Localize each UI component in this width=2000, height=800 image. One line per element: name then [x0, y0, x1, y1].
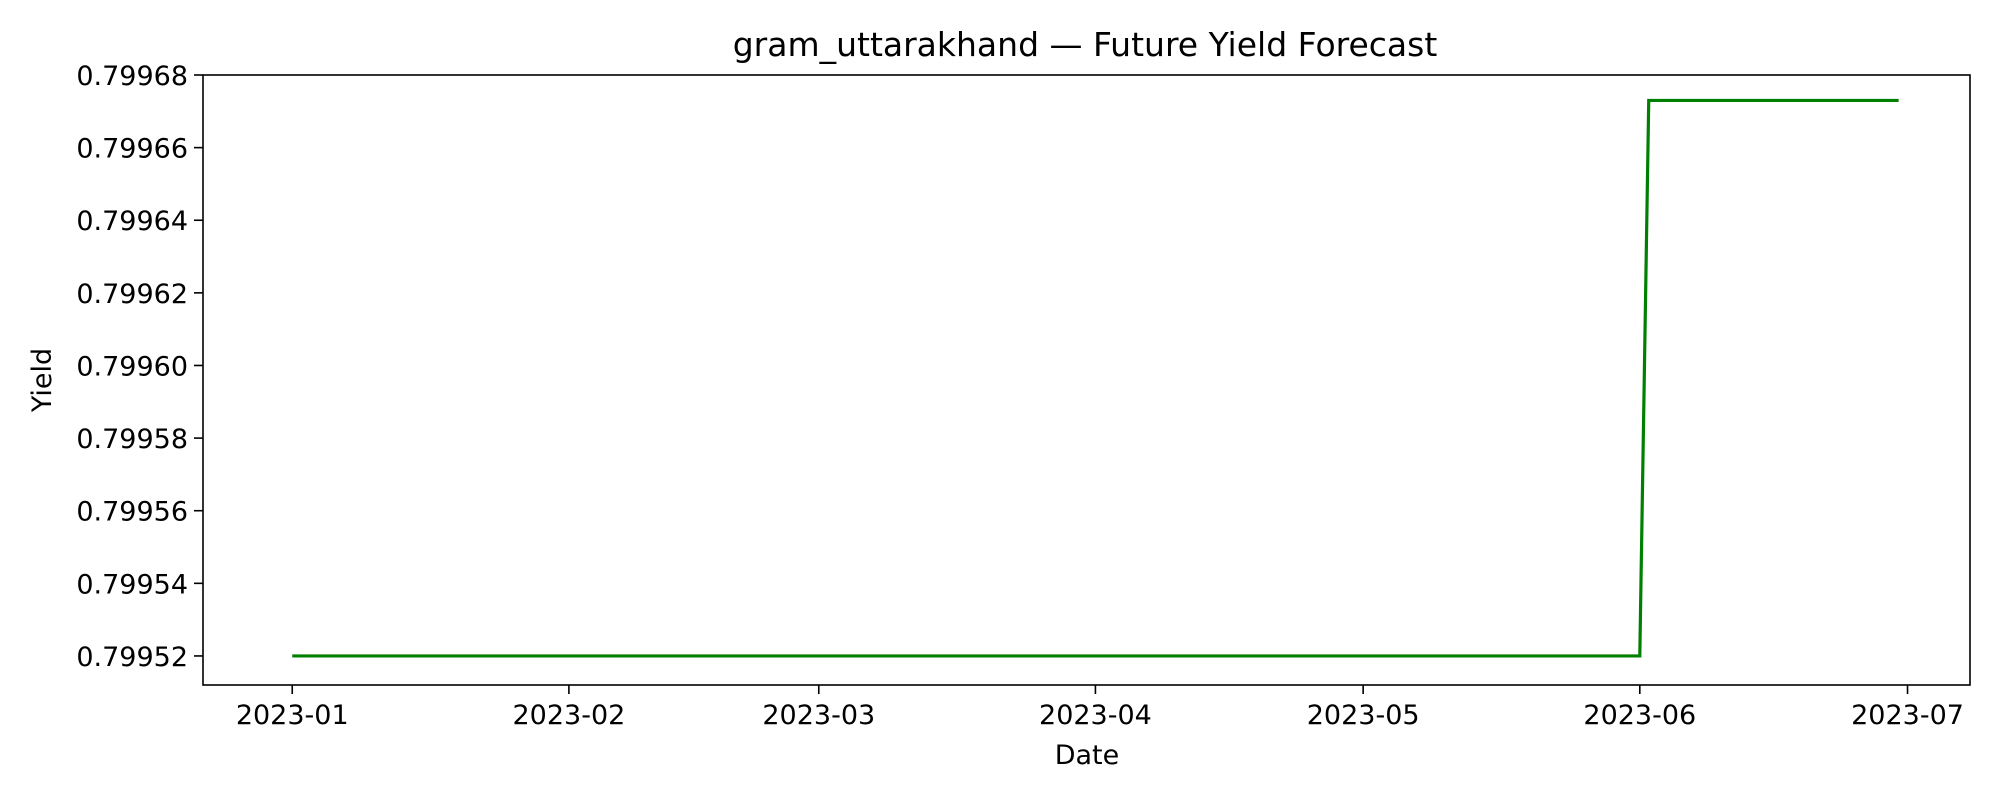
y-axis: 0.79952 0.79954 0.79956 0.79958 0.79960 0.799… [76, 61, 203, 673]
plot-area-frame [202, 74, 1971, 686]
y-tick-label: 0.79962 [76, 279, 188, 310]
x-axis-label: Date [1055, 740, 1120, 771]
x-tick-label: 2023-02 [512, 700, 625, 731]
x-tick-label: 2023-04 [1039, 700, 1152, 731]
y-tick-label: 0.79954 [76, 569, 188, 600]
series-line-0 [292, 98, 1899, 658]
y-tick-label: 0.79956 [76, 497, 188, 528]
y-tick-label: 0.79958 [76, 424, 188, 455]
y-axis-label: Yield [27, 348, 58, 413]
x-tick-label: 2023-01 [236, 700, 349, 731]
y-tick-label: 0.79952 [76, 642, 188, 673]
y-tick-label: 0.79968 [76, 61, 188, 92]
y-tick-label: 0.79960 [76, 351, 188, 382]
x-tick-label: 2023-03 [762, 700, 875, 731]
y-tick-label: 0.79966 [76, 134, 188, 165]
x-axis: 2023-01 2023-02 2023-03 2023-04 2023-05 2023-… [236, 685, 1964, 731]
x-tick-label: 2023-05 [1307, 700, 1420, 731]
chart-title: gram_uttarakhand — Future Yield Forecast [733, 25, 1438, 64]
y-tick-label: 0.79964 [76, 206, 188, 237]
x-tick-label: 2023-07 [1851, 700, 1964, 731]
x-tick-label: 2023-06 [1583, 700, 1696, 731]
series-layer [292, 98, 1899, 658]
